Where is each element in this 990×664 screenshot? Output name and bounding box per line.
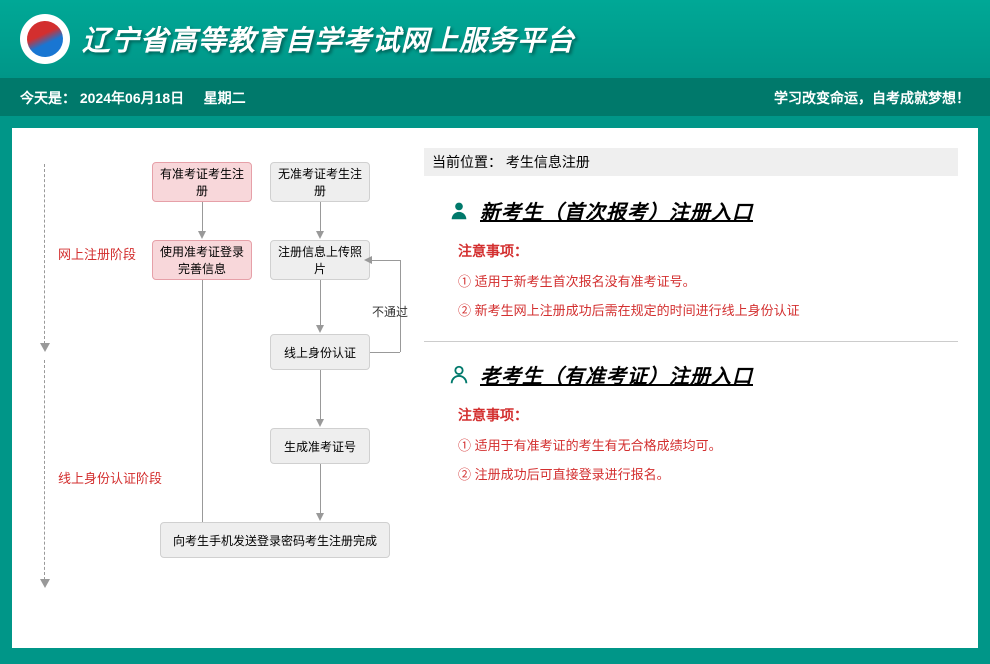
flow-box-1: 有准考证考生注册	[152, 162, 252, 202]
old-student-link[interactable]: 老考生（有准考证）注册入口	[448, 360, 958, 389]
notice-2-1: ① 适用于有准考证的考生有无合格成绩均可。	[448, 435, 958, 454]
phase-arrow-2	[40, 579, 50, 588]
phase1-label: 网上注册阶段	[58, 244, 136, 263]
weekday-value: 星期二	[204, 90, 246, 106]
fail-label: 不通过	[372, 303, 408, 320]
flow-line	[320, 202, 321, 232]
phase-divider-2	[44, 360, 45, 580]
breadcrumb-prefix: 当前位置：	[432, 154, 502, 170]
phase-divider-1	[44, 164, 45, 344]
notice-label-2: 注意事项：	[448, 405, 958, 425]
flow-box-6: 生成准考证号	[270, 428, 370, 464]
content-area: 网上注册阶段 线上身份认证阶段 有准考证考生注册 无准考证考生注册 使用准考证登…	[12, 128, 978, 648]
date-info: 今天是： 2024年06月18日 星期二	[20, 88, 246, 108]
new-student-link[interactable]: 新考生（首次报考）注册入口	[448, 196, 958, 225]
flow-arrow	[316, 231, 324, 239]
new-student-title: 新考生（首次报考）注册入口	[480, 196, 753, 225]
header-bar: 辽宁省高等教育自学考试网上服务平台	[0, 0, 990, 80]
person-filled-icon	[448, 200, 470, 222]
breadcrumb-text: 考生信息注册	[506, 154, 590, 170]
flow-box-2: 无准考证考生注册	[270, 162, 370, 202]
flow-arrow	[198, 231, 206, 239]
section-divider	[424, 341, 958, 342]
flow-line	[202, 280, 203, 541]
date-bar: 今天是： 2024年06月18日 星期二 学习改变命运，自考成就梦想！	[0, 80, 990, 116]
notice-1-1: ① 适用于新考生首次报名没有准考证号。	[448, 271, 958, 290]
old-student-entry: 老考生（有准考证）注册入口 注意事项： ① 适用于有准考证的考生有无合格成绩均可…	[424, 360, 958, 483]
date-value: 2024年06月18日	[80, 90, 184, 106]
notice-label-1: 注意事项：	[448, 241, 958, 261]
flow-arrow	[316, 325, 324, 333]
flow-box-3: 使用准考证登录完善信息	[152, 240, 252, 280]
flow-line	[320, 464, 321, 514]
flow-arrow	[316, 513, 324, 521]
flow-line	[370, 352, 400, 353]
phase2-label: 线上身份认证阶段	[58, 468, 162, 487]
flow-arrow-left	[364, 256, 372, 264]
flow-arrow	[316, 419, 324, 427]
flow-line	[202, 202, 203, 232]
right-panel: 当前位置： 考生信息注册 新考生（首次报考）注册入口 注意事项： ① 适用于新考…	[412, 148, 958, 628]
flow-box-7: 向考生手机发送登录密码考生注册完成	[160, 522, 390, 558]
notice-2-2: ② 注册成功后可直接登录进行报名。	[448, 464, 958, 483]
notice-1-2: ② 新考生网上注册成功后需在规定的时间进行线上身份认证	[448, 300, 958, 319]
site-title: 辽宁省高等教育自学考试网上服务平台	[82, 19, 575, 59]
person-outline-icon	[448, 364, 470, 386]
breadcrumb: 当前位置： 考生信息注册	[424, 148, 958, 176]
old-student-title: 老考生（有准考证）注册入口	[480, 360, 753, 389]
phase-arrow-1	[40, 343, 50, 352]
flow-box-5: 线上身份认证	[270, 334, 370, 370]
slogan-text: 学习改变命运，自考成就梦想！	[774, 88, 970, 108]
flowchart-diagram: 网上注册阶段 线上身份认证阶段 有准考证考生注册 无准考证考生注册 使用准考证登…	[32, 148, 412, 618]
site-logo	[20, 14, 70, 64]
new-student-entry: 新考生（首次报考）注册入口 注意事项： ① 适用于新考生首次报名没有准考证号。 …	[424, 196, 958, 319]
flow-line	[320, 370, 321, 420]
date-prefix: 今天是：	[20, 90, 76, 106]
flow-line	[370, 260, 400, 261]
flow-line	[320, 280, 321, 326]
flow-box-4: 注册信息上传照片	[270, 240, 370, 280]
